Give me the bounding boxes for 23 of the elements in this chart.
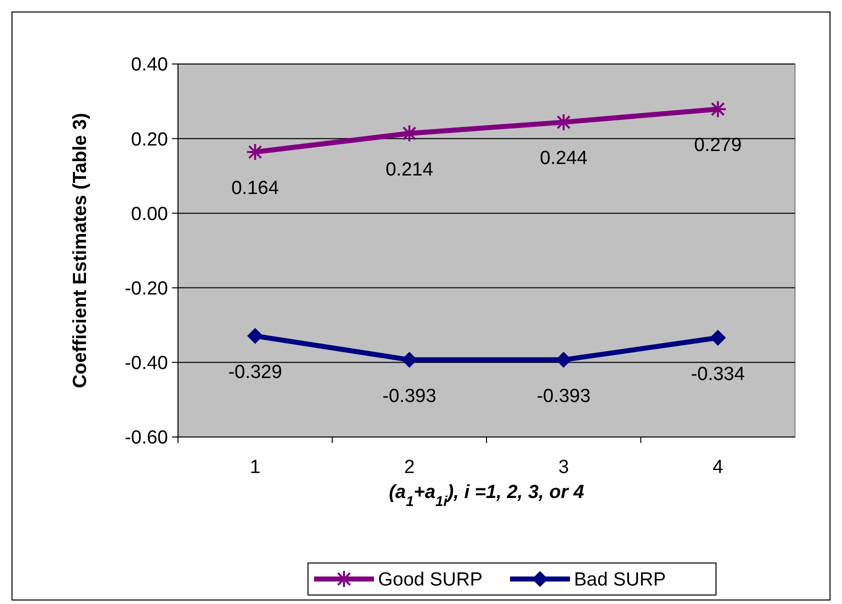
y-tick-label: -0.20 (124, 278, 168, 300)
data-label: 0.244 (540, 148, 588, 170)
y-tick-label: 0.20 (131, 129, 168, 150)
data-label: -0.393 (536, 386, 591, 407)
data-label: -0.334 (690, 364, 746, 385)
data-label: -0.329 (228, 362, 282, 383)
data-label: 0.214 (386, 159, 434, 180)
x-tick-label: 3 (558, 457, 569, 478)
y-tick-label: 0.40 (131, 54, 168, 76)
x-tick-label: 1 (250, 457, 260, 478)
point (710, 330, 726, 346)
point (247, 328, 264, 344)
y-tick-label: -0.60 (124, 428, 168, 449)
y-tick-label: 0.00 (131, 204, 168, 225)
y-axis-title: Coefficient Estimates (Table 3) (70, 112, 91, 388)
x-tick-label: 4 (712, 457, 724, 478)
legend-label: Bad SURP (574, 570, 666, 591)
data-label: -0.393 (382, 386, 436, 407)
x-tick-label: 2 (404, 457, 415, 478)
y-tick-label: -0.40 (124, 353, 168, 374)
legend-label: Good SURP (378, 570, 483, 591)
data-label: 0.164 (231, 178, 280, 200)
x-axis-title: (a$_{1}$+a$_{1i}$), i =1, 2, 3, or 4 (388, 482, 585, 510)
